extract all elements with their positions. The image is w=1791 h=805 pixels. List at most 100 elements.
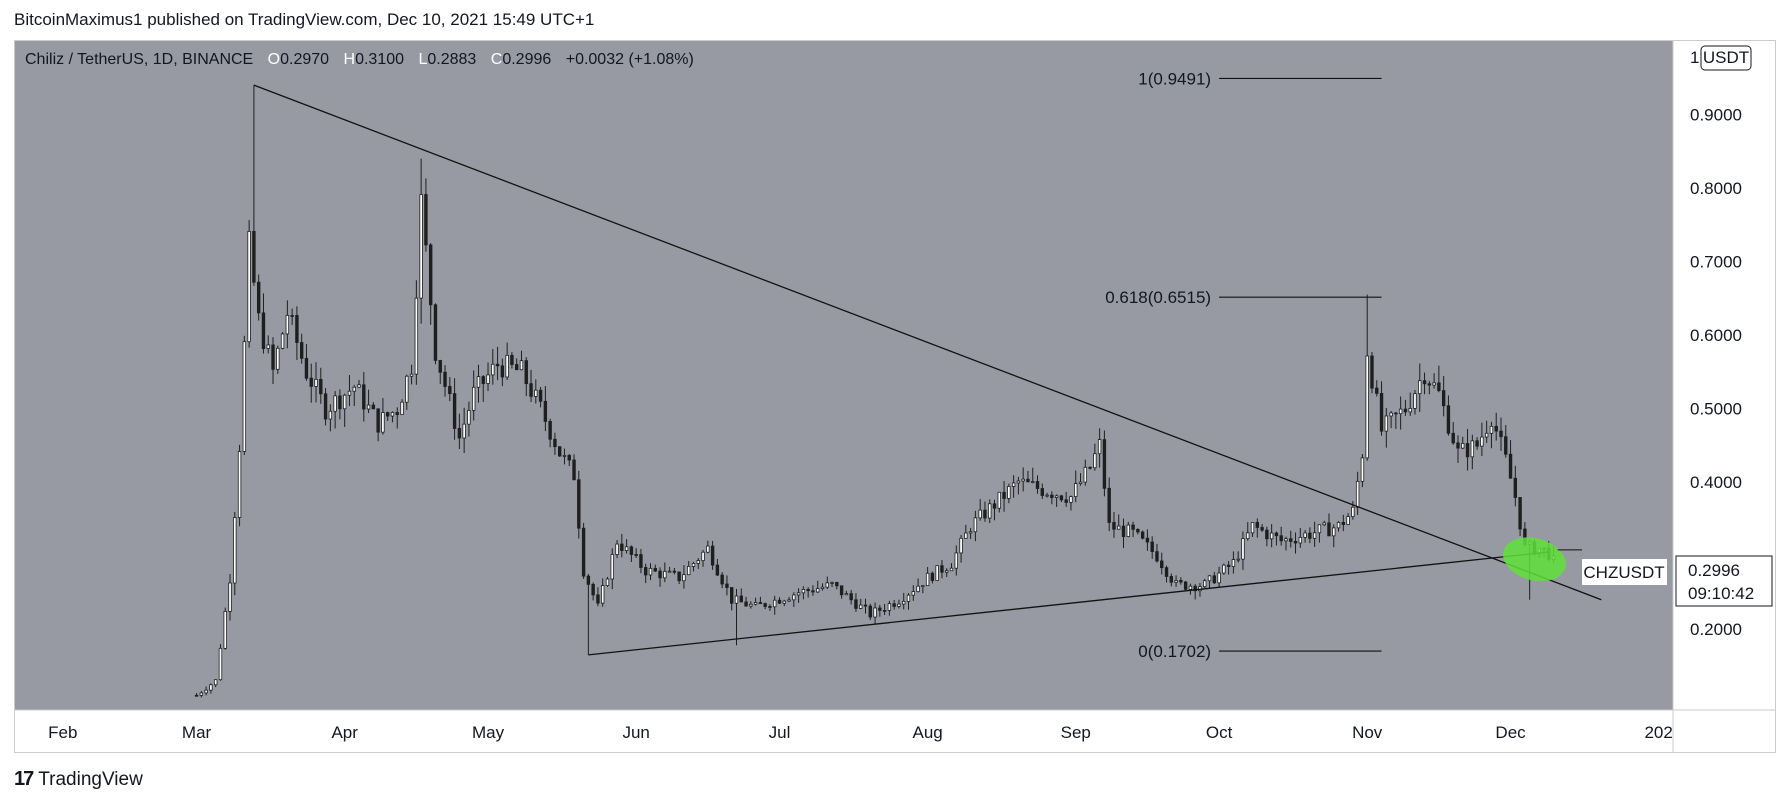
candle-body <box>701 551 705 561</box>
price-chart[interactable]: 1(0.9491)0.618(0.6515)0(0.1702) 0.90000.… <box>15 41 1775 752</box>
candle-body <box>1183 581 1188 590</box>
candle-body <box>1408 408 1412 413</box>
candle-body <box>925 572 930 587</box>
candle-body <box>1389 412 1393 417</box>
candle-body <box>1078 481 1083 484</box>
candle-body <box>906 594 911 602</box>
candle-body <box>500 365 505 378</box>
candle-body <box>1131 524 1135 530</box>
candle-body <box>1040 488 1044 496</box>
candle-body <box>1355 480 1360 508</box>
candle-body <box>744 601 748 607</box>
candle-body <box>1102 439 1107 489</box>
trendlines-layer <box>253 84 1602 656</box>
publisher-header: BitcoinMaximus1 published on TradingView… <box>14 10 595 29</box>
candle-body <box>1002 491 1006 499</box>
candle-body <box>471 386 476 411</box>
candle-body <box>796 592 801 596</box>
breakout-highlight <box>1503 537 1566 582</box>
candle-body <box>1155 551 1159 562</box>
candle-body <box>558 446 562 457</box>
candle-body <box>677 571 681 582</box>
candle-body <box>1394 412 1398 415</box>
candle-body <box>749 603 753 607</box>
candle-body <box>1016 480 1021 484</box>
candle-body <box>1011 482 1016 487</box>
candle-body <box>854 599 858 609</box>
candle-body <box>213 679 218 686</box>
candle-body <box>911 591 915 596</box>
candle-body <box>706 545 710 553</box>
time-axis[interactable] <box>15 710 1775 752</box>
price-tick-label: 0.5000 <box>1690 400 1742 419</box>
candle-body <box>376 408 380 433</box>
candle-body <box>290 315 294 317</box>
candle-body <box>1518 497 1522 530</box>
candle-body <box>596 594 600 604</box>
candle-body <box>247 231 251 343</box>
time-tick-label: Oct <box>1206 723 1233 742</box>
candle-body <box>720 574 724 585</box>
candle-body <box>773 599 777 608</box>
price-tick-label: 0.8000 <box>1690 179 1742 198</box>
candle-body <box>1160 560 1164 569</box>
candle-body <box>276 347 280 370</box>
candle-body <box>256 281 261 314</box>
candle-body <box>1375 387 1379 394</box>
candle-body <box>1255 521 1260 528</box>
currency-button-border[interactable] <box>1700 45 1752 71</box>
candle-body <box>338 395 342 410</box>
candle-body <box>663 571 667 579</box>
candle-body <box>237 451 242 518</box>
candle-body <box>1169 576 1173 583</box>
plot-area[interactable] <box>15 41 1673 710</box>
candle-body <box>758 602 763 604</box>
candle-body <box>615 543 619 555</box>
candle-body <box>624 546 629 551</box>
candle-body <box>581 527 586 577</box>
candle-body <box>897 603 901 607</box>
candle-body <box>816 588 820 593</box>
candle-body <box>1379 392 1384 432</box>
price-axis[interactable] <box>1673 41 1775 710</box>
candle-body <box>605 578 610 586</box>
candle-body <box>1074 483 1078 498</box>
candle-body <box>1456 442 1460 449</box>
candle-body <box>515 364 519 371</box>
candle-body <box>1064 499 1068 503</box>
candle-body <box>1418 380 1422 395</box>
currency-button[interactable]: USDT <box>1703 48 1749 67</box>
candle-body <box>782 600 786 604</box>
candle-body <box>949 567 954 572</box>
legend-close-value: 0.2996 <box>502 51 551 68</box>
price-tag-bg <box>1675 555 1773 607</box>
candle-body <box>687 566 691 576</box>
candle-body <box>725 583 729 588</box>
candle-body <box>644 567 648 576</box>
candle-body <box>562 455 567 457</box>
candle-body <box>1398 408 1403 415</box>
price-tick-label: 0.6000 <box>1690 326 1742 345</box>
candle-body <box>1250 521 1255 534</box>
candle-body <box>390 412 395 417</box>
candle-body <box>524 360 528 385</box>
candle-body <box>242 341 247 452</box>
candle-body <box>887 603 892 611</box>
candle-body <box>1045 494 1049 497</box>
legend-symbol: Chiliz / TetherUS, 1D, BINANCE <box>25 51 253 68</box>
candle-body <box>801 589 806 594</box>
candle-body <box>433 304 438 361</box>
candle-body <box>1446 405 1451 434</box>
candle-body <box>730 587 734 604</box>
candle-body <box>1107 487 1111 523</box>
candle-body <box>1370 355 1374 389</box>
candle-body <box>964 532 968 539</box>
time-ticks: Feb Mar Apr May Jun Jul Aug Sep Oct Nov Dec 202 <box>48 723 1673 742</box>
scale-label[interactable]: 1 <box>1690 48 1699 67</box>
candle-body <box>1437 382 1441 391</box>
candle-body <box>577 479 581 529</box>
price-tick-label: 0.7000 <box>1690 253 1742 272</box>
candle-body <box>1508 453 1513 479</box>
candle-body <box>882 609 887 612</box>
candle-body <box>486 374 490 384</box>
